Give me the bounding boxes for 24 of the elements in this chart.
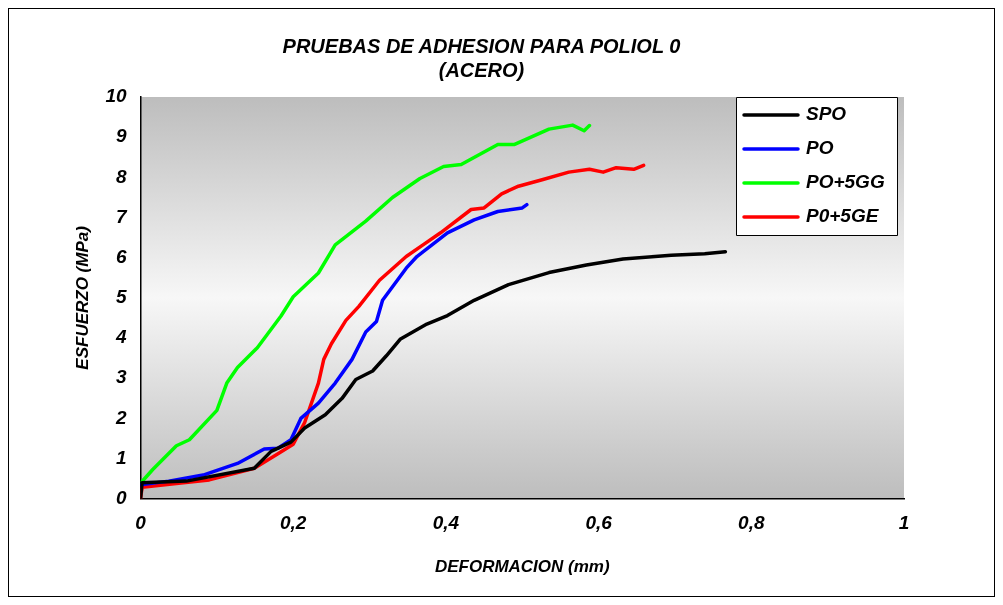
y-tick-label: 0: [115, 487, 127, 509]
legend-label: SPO: [806, 103, 847, 125]
x-tick-label: 0,6: [585, 512, 613, 534]
y-tick-label: 4: [114, 326, 127, 348]
x-tick-label: 0,4: [432, 512, 460, 534]
y-axis-title: ESFUERZO (MPa): [72, 225, 92, 370]
x-tick-label: 0,8: [738, 512, 765, 534]
legend-label: P0+5GE: [806, 205, 880, 227]
x-tick-label: 0: [135, 512, 147, 534]
legend-label: PO: [806, 137, 834, 159]
chart-title: PRUEBAS DE ADHESION PARA POLIOL 0 (ACERO): [282, 34, 681, 81]
y-tick-label: 9: [115, 125, 127, 147]
y-tick-label: 1: [115, 446, 127, 468]
y-tick-label: 2: [114, 406, 127, 428]
x-tick-label: 0,2: [280, 512, 307, 534]
y-tick-label: 3: [115, 366, 127, 388]
y-tick-label: 5: [115, 286, 127, 308]
y-tick-label: 7: [115, 205, 128, 227]
y-tick-label: 6: [115, 245, 127, 267]
y-tick-label: 8: [115, 165, 127, 187]
x-axis-title: DEFORMACION (mm): [434, 557, 610, 577]
y-tick-label: 10: [105, 85, 127, 107]
legend-label: PO+5GG: [806, 171, 885, 193]
x-tick-label: 1: [898, 512, 910, 534]
